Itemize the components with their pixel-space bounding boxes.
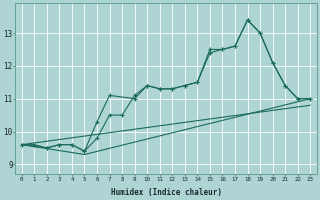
X-axis label: Humidex (Indice chaleur): Humidex (Indice chaleur) xyxy=(110,188,221,197)
